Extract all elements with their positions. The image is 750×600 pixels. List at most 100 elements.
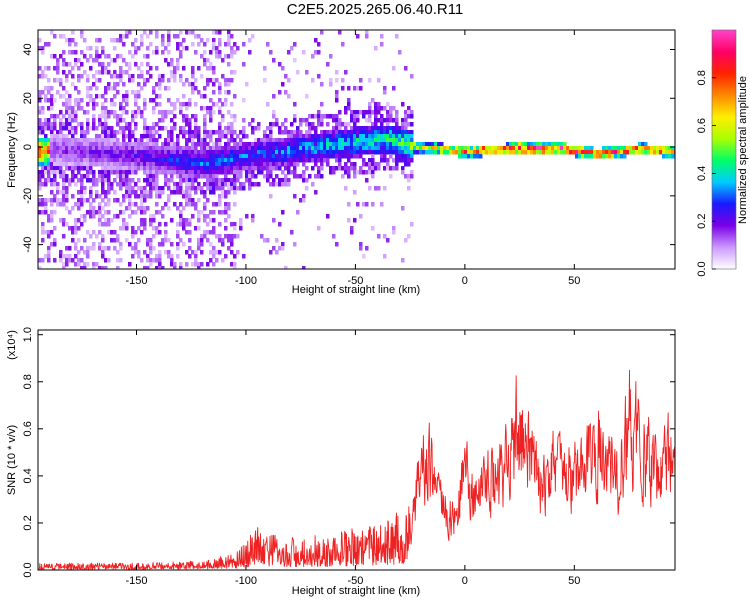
spectrogram-cell	[131, 166, 135, 171]
spectrogram-cell	[425, 142, 429, 147]
spectrogram-cell	[197, 90, 201, 95]
spectrogram-cell	[182, 206, 186, 211]
spectrogram-cell	[197, 174, 201, 179]
spectrogram-cell	[356, 86, 360, 91]
spectrogram-cell	[365, 118, 369, 123]
spectrogram-cell	[287, 94, 291, 99]
spectrogram-cell	[332, 170, 336, 175]
spectrogram-cell	[200, 146, 204, 151]
spectrogram-cell	[227, 78, 231, 83]
spectrogram-cell	[212, 178, 216, 183]
spectrogram-cell	[239, 150, 243, 155]
spectrogram-cell	[230, 126, 234, 131]
spectrogram-cell	[386, 130, 390, 135]
spectrogram-cell	[185, 158, 189, 163]
spectrogram-cell	[293, 150, 297, 155]
spectrogram-cell	[188, 174, 192, 179]
spectrogram-cell	[161, 110, 165, 115]
spectrogram-cell	[212, 158, 216, 163]
spectrogram-cell	[212, 210, 216, 215]
spectrogram-cell	[143, 118, 147, 123]
spectrogram-cell	[140, 146, 144, 151]
spectrogram-cell	[395, 134, 399, 139]
spectrogram-cell	[203, 118, 207, 123]
spectrogram-cell	[113, 138, 117, 143]
spectrogram-cell	[164, 46, 168, 51]
spectrogram-cell	[134, 126, 138, 131]
spectrogram-cell	[224, 130, 228, 135]
spectrogram-cell	[182, 118, 186, 123]
spectrogram-cell	[215, 138, 219, 143]
spectrogram-cell	[242, 146, 246, 151]
spectrogram-cell	[296, 146, 300, 151]
spectrogram-cell	[368, 114, 372, 119]
spectrogram-cell	[500, 150, 504, 155]
spectrogram-cell	[110, 238, 114, 243]
spectrogram-cell	[320, 162, 324, 167]
spectrogram-cell	[161, 150, 165, 155]
spectrogram-cell	[80, 174, 84, 179]
spectrogram-cell	[359, 126, 363, 131]
spectrogram-cell	[260, 146, 264, 151]
spectrogram-cell	[401, 134, 405, 139]
spectrogram-cell	[362, 142, 366, 147]
spectrogram-cell	[86, 138, 90, 143]
spectrogram-cell	[323, 150, 327, 155]
spectrogram-cell	[329, 78, 333, 83]
spectrogram-cell	[596, 150, 600, 155]
spectrogram-cell	[50, 166, 54, 171]
spectrogram-cell	[56, 90, 60, 95]
spectrogram-cell	[251, 170, 255, 175]
spectrogram-cell	[155, 34, 159, 39]
spectrogram-cell	[563, 146, 567, 151]
spectrogram-cell	[86, 158, 90, 163]
spectrogram-cell	[299, 146, 303, 151]
spectrogram-cell	[224, 142, 228, 147]
spectrogram-cell	[476, 150, 480, 155]
spectrogram-cell	[194, 146, 198, 151]
spectrogram-cell	[380, 118, 384, 123]
spectrogram-cell	[293, 170, 297, 175]
spectrogram-cell	[137, 94, 141, 99]
spectrogram-cell	[185, 138, 189, 143]
spectrogram-cell	[206, 222, 210, 227]
spectrogram-cell	[89, 246, 93, 251]
spectrogram-cell	[353, 130, 357, 135]
spectrogram-cell	[296, 138, 300, 143]
spectrogram-cell	[197, 138, 201, 143]
spectrogram-cell	[143, 106, 147, 111]
spectrogram-cell	[158, 194, 162, 199]
spectrogram-cell	[86, 178, 90, 183]
spectrogram-cell	[203, 206, 207, 211]
spectrogram-cell	[182, 162, 186, 167]
spectrogram-cell	[242, 62, 246, 67]
spectrogram-cell	[290, 154, 294, 159]
spectrogram-cell	[236, 46, 240, 51]
spectrogram-cell	[125, 122, 129, 127]
spectrogram-cell	[128, 178, 132, 183]
spectrogram-cell	[287, 134, 291, 139]
spectrogram-cell	[401, 150, 405, 155]
spectrogram-cell	[38, 142, 42, 147]
spectrogram-cell	[68, 126, 72, 131]
spectrogram-cell	[212, 150, 216, 155]
spectrogram-cell	[317, 138, 321, 143]
spectrogram-cell	[140, 38, 144, 43]
spectrogram-cell	[263, 130, 267, 135]
spectrogram-cell	[377, 142, 381, 147]
spectrogram-cell	[83, 190, 87, 195]
spectrogram-cell	[326, 130, 330, 135]
spectrogram-cell	[629, 150, 633, 155]
spectrogram-cell	[101, 146, 105, 151]
spectrogram-cell	[167, 206, 171, 211]
spectrogram-cell	[380, 122, 384, 127]
spectrogram-cell	[299, 138, 303, 143]
spectrogram-cell	[125, 70, 129, 75]
spectrogram-cell	[170, 62, 174, 67]
spectrogram-cell	[125, 34, 129, 39]
spectrogram-cell	[128, 262, 132, 267]
spectrogram-cell	[527, 150, 531, 155]
spectrogram-cell	[248, 162, 252, 167]
spectrogram-cell	[50, 210, 54, 215]
spectrogram-cell	[272, 166, 276, 171]
